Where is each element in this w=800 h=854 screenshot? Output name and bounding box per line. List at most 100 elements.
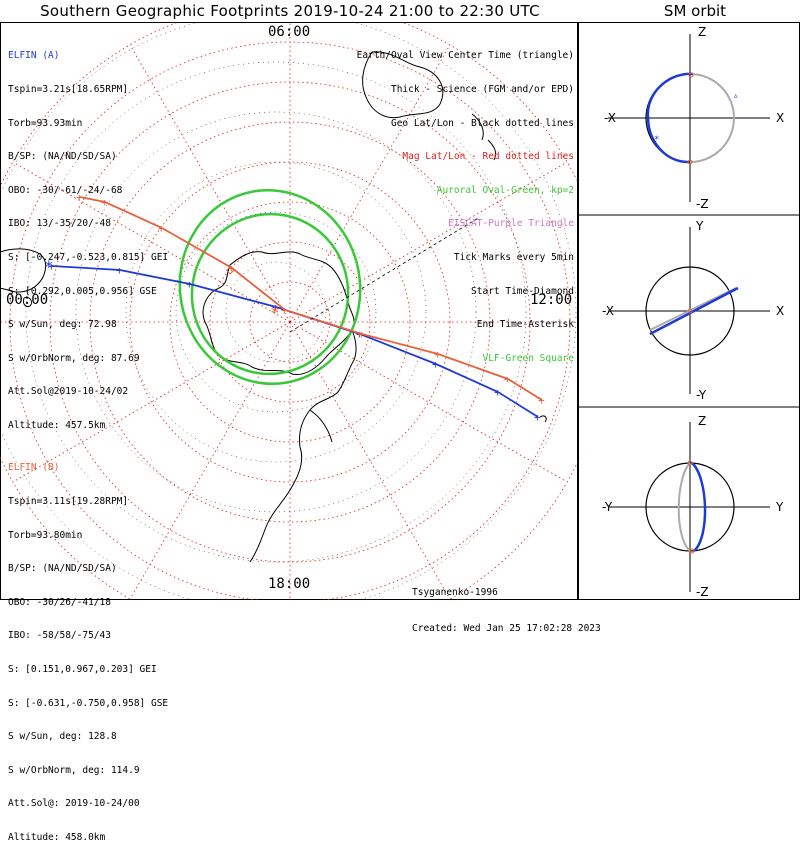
tick-mark: +	[228, 262, 235, 275]
orbit-panel-xz: * ▵	[608, 34, 770, 202]
geo-lat-circle	[0, 22, 577, 600]
legend-item: Thick - Science (FGM and/or EPD)	[390, 84, 574, 95]
orbit-label: -Y	[602, 500, 613, 514]
elfin-b-line: B/SP: (NA/ND/SD/SA)	[8, 563, 117, 575]
elfin-b-line: Altitude: 458.0km	[8, 831, 106, 843]
mag-lon-line	[289, 321, 568, 483]
elfin-a-line: Att.Sol@2019-10-24/02	[8, 386, 129, 398]
legend-item: End Time-Asterisk	[476, 319, 574, 331]
auroral-oval	[178, 188, 362, 386]
tick-mark: +	[494, 386, 501, 399]
svg-text:*: *	[654, 135, 659, 145]
elfin-b-line: IBO: -58/58/-75/43	[8, 630, 111, 642]
south-america-coast	[309, 409, 333, 443]
legend-item: EISCAT-Purple Triangle	[448, 218, 574, 230]
elfin-a-end-asterisk: *	[44, 257, 54, 276]
small-island-2	[539, 415, 547, 423]
legend-item: Auroral Oval-Green, kp=2	[436, 184, 574, 196]
mag-lon-line	[129, 321, 291, 600]
elfin-b-track	[79, 196, 543, 401]
mag-lat-circle	[129, 161, 451, 483]
footer-created: Created: Wed Jan 25 17:02:28 2023	[412, 623, 601, 634]
orbit-a-trace-1	[646, 72, 694, 164]
mag-lon-line	[129, 44, 291, 323]
mag-lon-line	[289, 321, 451, 600]
legend-item: Geo Lat/Lon - Black dotted lines	[390, 117, 574, 129]
map-grid	[0, 22, 578, 600]
small-island-1	[23, 297, 33, 307]
orbit-a-trace-2	[649, 286, 739, 336]
elfin-b-line: Att.Sol@: 2019-10-24/00	[8, 798, 140, 810]
clock-label-bottom: 18:00	[268, 576, 311, 592]
mag-lat-circle	[169, 201, 411, 443]
auroral-oval-inner	[190, 212, 350, 376]
tick-mark: +	[48, 260, 55, 273]
orbit-label: Z	[698, 414, 706, 428]
tick-mark: +	[158, 222, 165, 235]
tick-mark: +	[538, 394, 545, 407]
mag-lon-line	[289, 161, 568, 323]
sm-orbit-title: SM orbit	[663, 2, 727, 20]
tick-mark: +	[356, 328, 363, 341]
geo-lat-circle	[125, 161, 427, 463]
page-title: Southern Geographic Footprints 2019-10-2…	[40, 2, 540, 20]
tick-mark: +	[76, 191, 83, 204]
elfin-b-line: OBO: -30/26/-41/18	[8, 596, 111, 608]
footer: Tsyganenko-1996 Created: Wed Jan 25 17:0…	[412, 563, 601, 647]
tick-mark: +	[358, 328, 365, 341]
orbit-label: -X	[604, 111, 616, 125]
geo-lat-circle	[25, 61, 527, 563]
elfin-b-line: Torb=93.80min	[8, 529, 83, 541]
tick-mark: +	[432, 358, 439, 371]
legend-item: Start Time-Diamond	[471, 285, 574, 297]
footer-author: Tsyganenko-1996	[412, 587, 498, 598]
orbit-label: -Y	[696, 388, 707, 402]
tick-mark: +	[434, 348, 441, 361]
tick-mark: +	[534, 411, 541, 424]
mag-lon-line	[289, 44, 451, 323]
auroral-oval-outer	[178, 188, 362, 386]
tick-mark: +	[116, 264, 123, 277]
mag-lat-circle	[249, 281, 331, 363]
elfin-b-line: S w/OrbNorm, deg: 114.9	[8, 764, 140, 776]
elfin-a-line: Torb=93.93min	[8, 117, 83, 129]
mag-lat-circle	[89, 121, 491, 523]
elfin-b-info: ELFIN (B) Tspin=3.11s[19.28RPM] Torb=93.…	[8, 440, 168, 854]
tick-mark: +	[101, 196, 108, 209]
sm-orbit-panels: * ▵ Z -Z -X X Y -Y -X X Z -Z -Y Y	[578, 22, 800, 600]
orbit-label: -Z	[696, 585, 709, 599]
elfin-a-line: IBO: 13/-35/20/-48	[8, 218, 111, 230]
mag-lon-line	[12, 161, 291, 323]
tick-mark: +	[272, 301, 279, 314]
elfin-b-line: S w/Sun, deg: 128.8	[8, 731, 117, 743]
orbit-label: X	[776, 304, 784, 318]
south-america-outline	[249, 329, 357, 563]
mag-lon-line	[12, 321, 291, 483]
elfin-a-line: S w/Sun, deg: 72.98	[8, 319, 117, 331]
elfin-b-title: ELFIN (B)	[8, 462, 60, 474]
orbit-label: Y	[695, 219, 704, 233]
elfin-b-start-diamond: ◇	[226, 262, 235, 278]
elfin-a-line: S: [-0.247,-0.523,0.815] GEI	[8, 251, 169, 263]
elfin-a-line: Tspin=3.21s[18.65RPM]	[8, 84, 129, 95]
clock-label-right: 12:00	[530, 292, 573, 308]
tick-mark: +	[281, 304, 288, 317]
legend-item: Earth/Oval View Center Time (triangle)	[356, 50, 574, 62]
clock-label-left: 00:00	[6, 292, 49, 308]
orbit-label: Z	[698, 25, 706, 39]
elfin-a-line: B/SP: (NA/ND/SD/SA)	[8, 151, 117, 163]
elfin-b-line: S: [0.151,0.967,0.203] GEI	[8, 663, 157, 675]
geo-lat-circle	[75, 111, 477, 513]
elfin-b-line: Tspin=3.11s[19.28RPM]	[8, 496, 129, 507]
legend-item: Tick Marks every 5min	[453, 251, 574, 263]
legend-item: VLF-Green Square	[482, 352, 574, 364]
elfin-a-info: ELFIN (A) Tspin=3.21s[18.65RPM] Torb=93.…	[8, 28, 168, 442]
svg-text:▵: ▵	[733, 91, 738, 101]
geo-lat-circle	[225, 261, 327, 363]
orbit-a-trace-3	[691, 462, 707, 552]
elfin-b-line: S: [-0.631,-0.750,0.958] GSE	[8, 697, 169, 709]
legend-item: Mag Lat/Lon - Red dotted lines	[402, 151, 574, 163]
view-center-line	[289, 216, 481, 333]
new-zealand-outline	[471, 113, 497, 161]
elfin-a-title: ELFIN (A)	[8, 50, 60, 62]
